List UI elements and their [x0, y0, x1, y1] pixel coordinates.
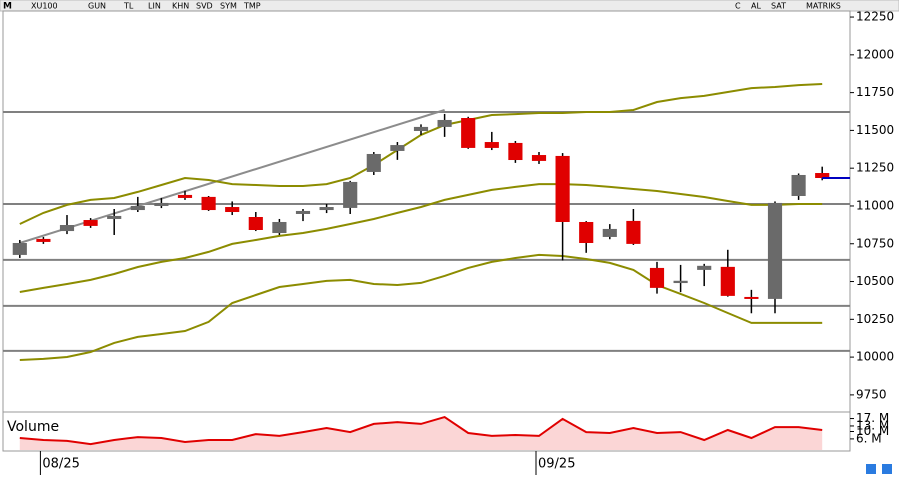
- toolbar-button[interactable]: SVD: [196, 2, 213, 11]
- y-tick-label: 10750: [856, 236, 894, 250]
- toolbar-button[interactable]: GUN: [88, 2, 106, 11]
- candle-body: [248, 216, 263, 230]
- x-tick-label: 08/25: [42, 457, 79, 472]
- candle-body: [177, 194, 193, 198]
- candle-body: [531, 155, 547, 161]
- toolbar: M XU100 GUN TL LIN KHN SVD SYM TMP C AL SAT MATRIK…: [0, 0, 899, 12]
- band-lower: [19, 253, 823, 361]
- plot-frame: [2, 10, 851, 452]
- candle-body: [366, 153, 381, 172]
- y-tick-label: 10500: [856, 274, 894, 288]
- toolbar-button[interactable]: SYM: [220, 2, 237, 11]
- candle-body: [201, 196, 216, 211]
- candle-body: [295, 210, 311, 214]
- candle-body: [815, 173, 830, 179]
- candle-body: [319, 207, 334, 211]
- candle-body: [107, 215, 122, 219]
- toolbar-button[interactable]: MATRIKS: [806, 2, 841, 11]
- toolbar-bg: [0, 0, 899, 12]
- toolbar-button[interactable]: SAT: [771, 2, 786, 11]
- candle-body: [36, 238, 51, 242]
- candle-body: [154, 202, 169, 206]
- x-tick-label: 09/25: [538, 457, 575, 472]
- volume-label: Volume: [7, 419, 59, 435]
- candle-body: [626, 220, 641, 244]
- candle-body: [413, 126, 429, 132]
- y-tick-label: 12000: [856, 47, 894, 61]
- candle-body: [59, 225, 75, 232]
- candle-body: [508, 142, 523, 161]
- symbol-prefix[interactable]: M: [3, 2, 12, 12]
- candle-body: [579, 221, 594, 243]
- toolbar-button[interactable]: TMP: [243, 2, 261, 11]
- candle-body: [649, 267, 665, 288]
- candle-body: [697, 265, 712, 270]
- toolbar-button[interactable]: TL: [123, 2, 134, 11]
- y-tick-label: 12250: [856, 10, 894, 24]
- candle-body: [791, 174, 806, 196]
- volume-area: [19, 417, 823, 450]
- candle-body: [437, 119, 452, 127]
- y-tick-label: 9750: [856, 387, 887, 401]
- y-tick-label: 10000: [856, 350, 894, 364]
- candle-body: [602, 228, 617, 237]
- candle-body: [555, 155, 570, 222]
- candle-body: [130, 205, 145, 211]
- candle-body: [484, 142, 499, 148]
- candle-body: [343, 181, 358, 208]
- band-middle: [19, 183, 823, 293]
- candle-body: [461, 118, 476, 148]
- scroll-button[interactable]: [882, 464, 892, 474]
- y-tick-label: 11500: [856, 123, 894, 137]
- candle-body: [767, 202, 783, 299]
- volume-line: [19, 416, 823, 446]
- volume-tick-label: 17. M: [856, 411, 889, 425]
- toolbar-button[interactable]: C: [735, 2, 741, 11]
- candle-body: [272, 221, 287, 234]
- scroll-button[interactable]: [866, 464, 876, 474]
- toolbar-button[interactable]: LIN: [148, 2, 161, 11]
- candle-body: [673, 280, 688, 284]
- toolbar-button[interactable]: KHN: [172, 2, 189, 11]
- candle-body: [390, 145, 405, 151]
- candle-body: [12, 242, 27, 255]
- candle-body: [720, 266, 735, 296]
- symbol[interactable]: XU100: [31, 2, 58, 11]
- toolbar-button[interactable]: AL: [751, 2, 761, 11]
- candle-body: [744, 296, 759, 299]
- volume-tick-label: 10. M: [856, 424, 889, 438]
- y-tick-label: 11750: [856, 85, 894, 99]
- candle-body: [225, 207, 240, 213]
- volume-tick-label: 13. M: [856, 418, 889, 432]
- volume-tick-label: 6. M: [856, 431, 882, 445]
- y-tick-label: 11000: [856, 198, 894, 212]
- y-tick-label: 11250: [856, 161, 894, 175]
- candle-body: [83, 220, 98, 226]
- y-tick-label: 10250: [856, 312, 894, 326]
